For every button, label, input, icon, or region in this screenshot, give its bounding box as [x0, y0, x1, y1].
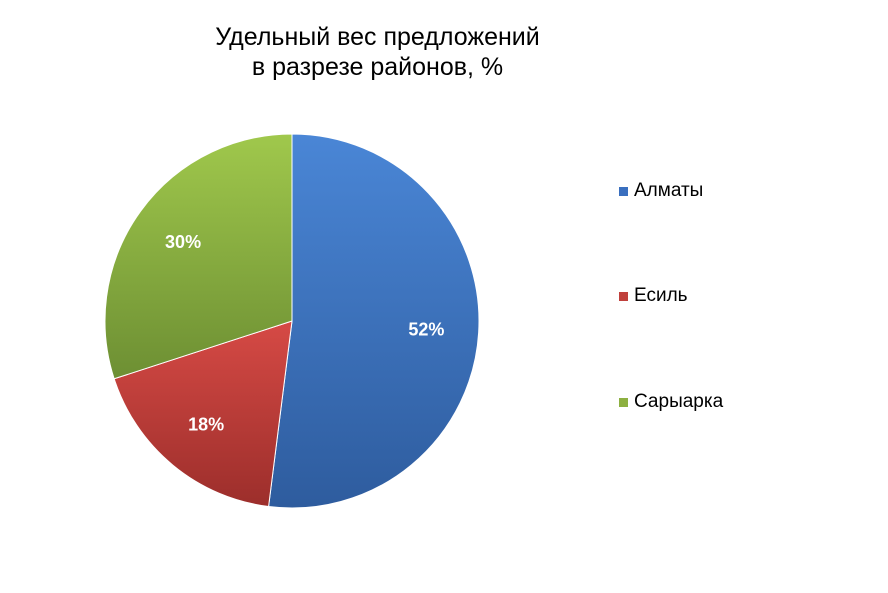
chart-title-line-2: в разрезе районов, % — [251, 53, 504, 81]
legend-swatch-almaty — [619, 186, 628, 196]
legend-swatch-esil — [619, 291, 628, 301]
pie-slice-almaty — [268, 133, 480, 509]
data-label-almaty: 52% — [408, 319, 444, 339]
pie-slice-esil — [113, 320, 293, 508]
legend-item-esil: Есиль — [619, 285, 688, 307]
legend-label-saryarka: Сарыарка — [634, 391, 724, 412]
data-label-saryarka: 30% — [165, 232, 201, 252]
chart-title: Удельный вес предложений в разрезе район… — [0, 22, 755, 82]
legend-swatch-saryarka — [619, 397, 628, 407]
legend-label-esil: Есиль — [634, 285, 688, 306]
data-label-esil: 18% — [188, 415, 224, 435]
legend-item-saryarka: Сарыарка — [619, 391, 723, 413]
legend-label-almaty: Алматы — [634, 180, 704, 201]
chart-title-line-1: Удельный вес предложений — [215, 23, 540, 51]
pie-slice-saryarka — [104, 133, 293, 380]
legend-item-almaty: Алматы — [619, 180, 703, 202]
